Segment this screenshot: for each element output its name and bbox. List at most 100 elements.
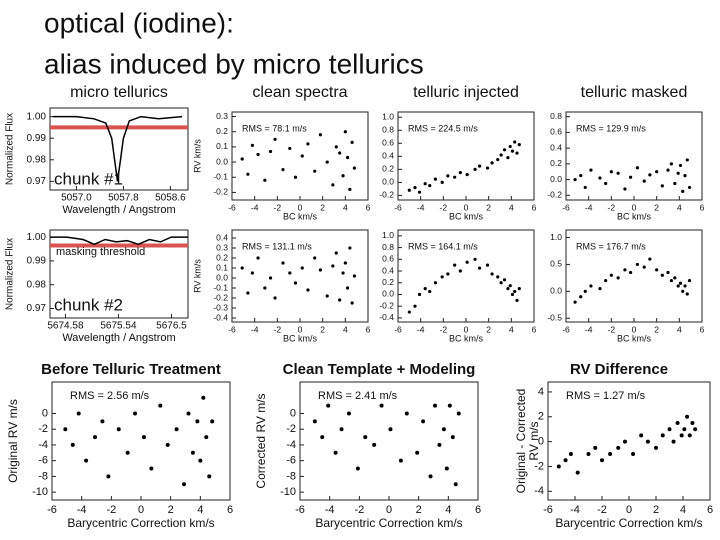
data-point — [423, 182, 427, 186]
x-axis-label: BC km/s — [449, 211, 484, 221]
y-tick-label: 0.4 — [382, 151, 394, 161]
data-point — [433, 177, 437, 181]
data-point — [510, 292, 515, 297]
y-tick-label: 0.0 — [216, 272, 228, 282]
data-point — [300, 154, 304, 158]
x-tick-label: 2 — [320, 202, 325, 212]
data-point — [616, 276, 620, 280]
data-point — [604, 181, 608, 186]
y-tick-label: -0.1 — [213, 282, 228, 292]
data-point — [372, 442, 377, 447]
annotation: RMS = 2.56 m/s — [70, 390, 150, 402]
x-tick-label: 2 — [320, 324, 325, 334]
data-point — [198, 458, 203, 463]
y-axis-label: RV km/s — [192, 259, 202, 293]
data-point — [246, 172, 250, 176]
data-point — [517, 286, 521, 291]
x-tick-label: 2 — [653, 504, 659, 516]
x-tick-label: -6 — [562, 324, 570, 334]
x-tick-label: -6 — [295, 504, 305, 516]
data-point — [201, 395, 206, 400]
data-point — [683, 284, 687, 288]
data-point — [346, 286, 350, 290]
y-tick-label: -6 — [38, 455, 48, 467]
data-point — [681, 289, 685, 293]
x-tick-label: 6 — [532, 202, 537, 212]
y-axis-label: RV m/s — [527, 421, 541, 460]
data-point — [660, 184, 664, 188]
data-point — [441, 427, 446, 432]
x-tick-label: 0 — [138, 504, 144, 516]
x-tick-label: 5676.5 — [156, 321, 187, 332]
y-tick-label: 0.8 — [550, 111, 562, 121]
data-point — [508, 144, 512, 149]
y-tick-label: 1.0 — [382, 111, 394, 121]
x-tick-label: 6 — [475, 504, 481, 516]
data-point — [600, 458, 604, 463]
data-point — [288, 271, 292, 275]
x-tick-label: -6 — [543, 504, 553, 516]
y-tick-label: -0.5 — [547, 312, 562, 322]
x-tick-label: 0 — [386, 504, 392, 516]
data-point — [490, 161, 494, 165]
x-tick-label: -2 — [440, 202, 448, 212]
data-point — [331, 183, 335, 187]
x-tick-label: 4 — [445, 504, 451, 516]
data-point — [320, 435, 325, 440]
chart-title: Before Telluric Treatment — [41, 361, 221, 378]
y-tick-label: -10 — [32, 486, 48, 498]
data-point — [268, 149, 273, 154]
data-point — [281, 261, 285, 265]
y-tick-label: -0.2 — [213, 187, 228, 197]
annotation: RMS = 224.5 m/s — [408, 123, 478, 133]
data-point — [346, 411, 351, 416]
data-point — [583, 185, 587, 190]
y-tick-label: 1.00 — [27, 111, 47, 122]
y-tick-label: 0.3 — [216, 242, 228, 252]
data-point — [683, 174, 687, 178]
data-point — [84, 458, 89, 463]
data-point — [623, 268, 627, 272]
plot-frame — [49, 107, 189, 191]
data-point — [499, 153, 503, 157]
data-point — [499, 281, 503, 285]
data-point — [447, 403, 452, 408]
data-point — [446, 272, 450, 276]
x-tick-label: -2 — [354, 504, 364, 516]
data-point — [671, 439, 676, 444]
y-tick-label: 1.0 — [550, 232, 562, 242]
data-point — [678, 163, 683, 168]
data-point — [660, 433, 665, 438]
slide-title: alias induced by micro tellurics — [44, 48, 424, 79]
x-tick-label: 4 — [343, 202, 348, 212]
data-point — [579, 295, 583, 299]
data-point — [673, 276, 677, 280]
y-tick-label: 0.2 — [382, 277, 394, 287]
data-point — [331, 264, 335, 268]
y-tick-label: 0.99 — [27, 133, 47, 144]
data-point — [666, 168, 670, 172]
data-point — [256, 256, 260, 260]
data-point — [616, 171, 620, 175]
y-tick-label: 0.0 — [382, 289, 394, 299]
data-point — [629, 175, 633, 179]
y-tick-label: 1.0 — [382, 230, 394, 240]
x-tick-label: 2 — [486, 324, 491, 334]
data-point — [563, 458, 568, 463]
annotation: masking threshold — [56, 246, 145, 258]
y-tick-label: 0.4 — [216, 232, 228, 242]
y-axis-label: Original - Corrected — [514, 389, 528, 494]
y-tick-label: 0.2 — [382, 164, 394, 174]
data-point — [437, 442, 442, 447]
data-point — [675, 420, 680, 425]
slide-title: optical (iodine): — [44, 7, 234, 38]
data-point — [517, 142, 521, 147]
chart-title: RV Difference — [570, 361, 668, 378]
data-point — [350, 140, 354, 144]
x-axis-label: Barycentric Correction km/s — [315, 516, 462, 530]
y-tick-label: -0.2 — [379, 300, 394, 310]
data-point — [622, 439, 627, 444]
data-point — [346, 155, 350, 160]
data-point — [326, 403, 331, 408]
